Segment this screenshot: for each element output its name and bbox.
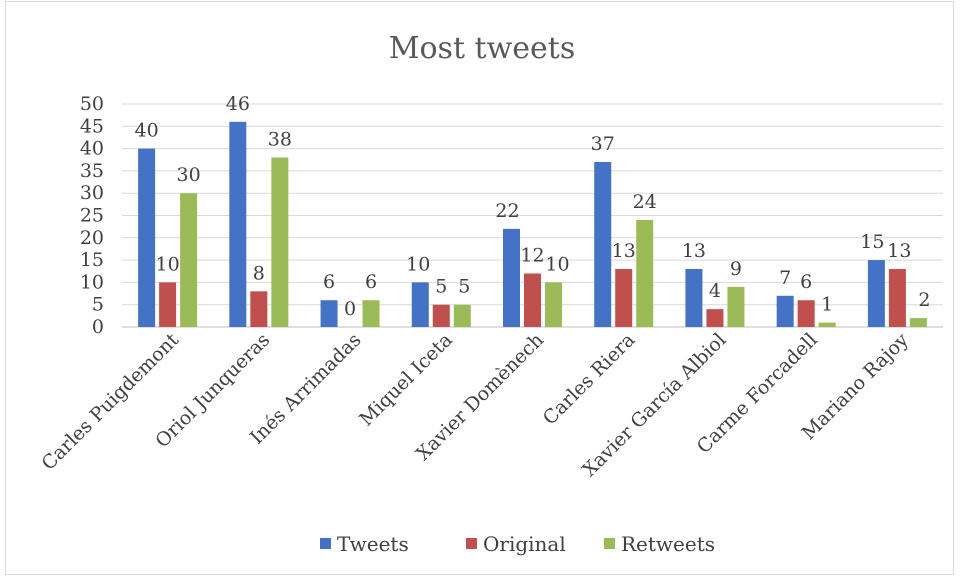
data-label: 12 bbox=[520, 244, 544, 266]
bar-tweets bbox=[411, 282, 429, 327]
bar-retweets bbox=[818, 322, 836, 327]
bar-retweets bbox=[545, 282, 562, 327]
data-label: 2 bbox=[918, 289, 930, 311]
bar-tweets bbox=[320, 300, 338, 327]
y-tick-label: 30 bbox=[80, 182, 104, 204]
bar-original bbox=[159, 282, 177, 327]
data-label: 9 bbox=[730, 258, 742, 280]
bar-tweets bbox=[138, 148, 156, 327]
bars bbox=[138, 121, 927, 327]
data-label: 37 bbox=[591, 133, 615, 155]
data-label: 10 bbox=[156, 253, 180, 275]
bar-tweets bbox=[594, 161, 612, 327]
data-label: 40 bbox=[135, 120, 159, 142]
bar-tweets bbox=[503, 228, 520, 327]
bar-retweets bbox=[909, 318, 927, 327]
bar-tweets bbox=[776, 295, 794, 327]
data-label: 0 bbox=[344, 298, 356, 320]
y-tick-label: 5 bbox=[92, 294, 104, 316]
data-label: 13 bbox=[887, 240, 911, 262]
bar-tweets bbox=[685, 269, 703, 327]
bar-retweets bbox=[180, 193, 198, 327]
legend-swatch-retweets bbox=[604, 538, 615, 549]
data-label: 22 bbox=[495, 200, 519, 222]
bar-retweets bbox=[271, 157, 289, 327]
bar-retweets bbox=[453, 304, 471, 327]
y-tick-label: 15 bbox=[80, 249, 104, 271]
legend-label: Tweets bbox=[337, 532, 409, 556]
bar-tweets bbox=[867, 260, 885, 327]
legend-label: Retweets bbox=[621, 532, 715, 556]
data-label: 1 bbox=[821, 294, 833, 316]
legend-swatch-original bbox=[466, 538, 477, 549]
data-label: 6 bbox=[323, 271, 335, 293]
y-tick-label: 35 bbox=[80, 160, 104, 182]
bar-tweets bbox=[229, 121, 247, 327]
x-category-label: Miquel Iceta bbox=[355, 329, 457, 431]
x-category-label: Carles Puigdemont bbox=[37, 329, 183, 475]
chart-title: Most tweets bbox=[389, 31, 575, 66]
y-tick-label: 45 bbox=[80, 115, 104, 137]
bar-original bbox=[797, 300, 815, 327]
bar-original bbox=[615, 269, 633, 327]
y-tick-label: 20 bbox=[80, 227, 104, 249]
y-tick-label: 10 bbox=[80, 271, 104, 293]
data-label: 6 bbox=[365, 271, 377, 293]
bar-original bbox=[250, 291, 268, 327]
data-label: 6 bbox=[800, 271, 812, 293]
data-label: 13 bbox=[682, 240, 706, 262]
data-label: 7 bbox=[779, 267, 791, 289]
data-label: 10 bbox=[406, 253, 430, 275]
y-tick-label: 50 bbox=[80, 93, 104, 115]
legend: Tweets Original Retweets bbox=[320, 532, 715, 556]
bar-retweets bbox=[727, 286, 745, 327]
data-label: 46 bbox=[226, 93, 250, 115]
bar-retweets bbox=[636, 219, 654, 327]
bar-original bbox=[432, 304, 450, 327]
y-tick-label: 40 bbox=[80, 138, 104, 160]
legend-swatch-tweets bbox=[320, 538, 331, 549]
bar-original bbox=[524, 273, 541, 327]
data-label: 5 bbox=[458, 276, 470, 298]
bar-original bbox=[888, 269, 906, 327]
data-label: 5 bbox=[435, 276, 447, 298]
y-tick-label: 25 bbox=[80, 205, 104, 227]
y-tick-label: 0 bbox=[92, 316, 104, 338]
data-label: 8 bbox=[253, 262, 265, 284]
data-label: 15 bbox=[860, 231, 884, 253]
data-label: 38 bbox=[268, 129, 292, 151]
legend-label: Original bbox=[483, 532, 566, 556]
data-label: 4 bbox=[709, 280, 721, 302]
data-label: 24 bbox=[633, 191, 657, 213]
data-label: 30 bbox=[177, 164, 201, 186]
data-label: 13 bbox=[612, 240, 636, 262]
bar-retweets bbox=[362, 300, 380, 327]
data-label: 10 bbox=[545, 253, 569, 275]
x-category-label: Carles Riera bbox=[539, 329, 639, 429]
bar-original bbox=[706, 309, 724, 327]
